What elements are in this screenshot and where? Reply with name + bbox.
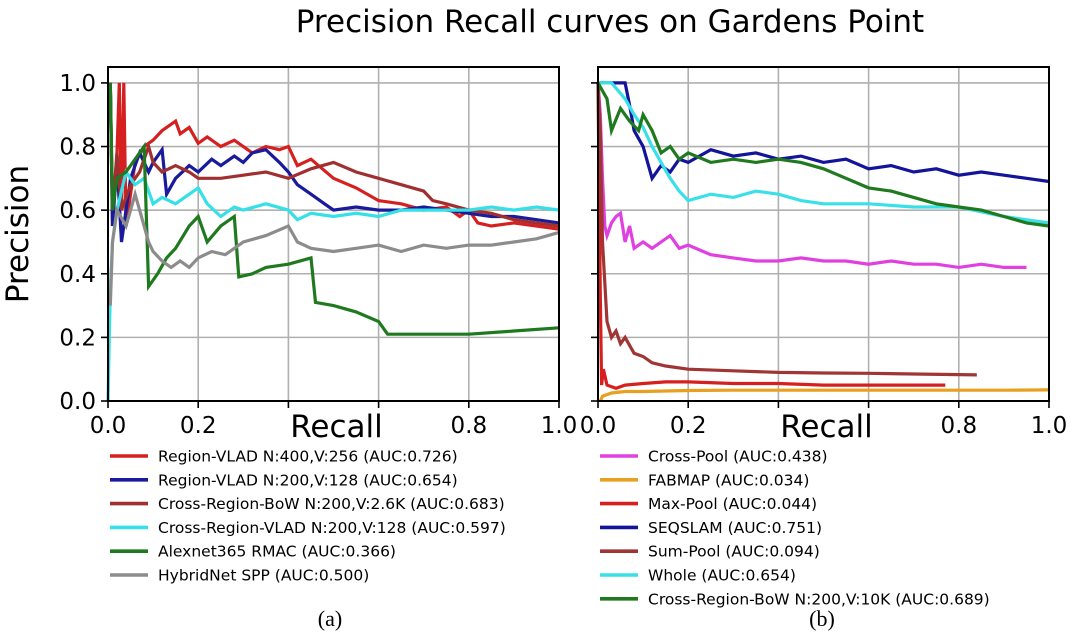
plot-frame	[597, 66, 1050, 402]
panel-b-legend: Cross-Pool (AUC:0.438) FABMAP (AUC:0.034)…	[600, 448, 990, 608]
panel-a-plot: 0.0 0.2 0.8 1.0 0.0 0.2 0.4 0.6 0.8 1.0 Recall Prec…	[0, 66, 578, 445]
legend-label-5: HybridNet SPP (AUC:0.500)	[158, 567, 369, 585]
x-tick-label: 0.2	[180, 413, 217, 439]
legend-label-4: Alexnet365 RMAC (AUC:0.366)	[158, 543, 396, 561]
legend-label-3: Cross-Region-VLAD N:200,V:128 (AUC:0.597…	[158, 519, 506, 537]
x-tick-label: 0.0	[580, 413, 617, 439]
legend-label-1: Region-VLAD N:200,V:128 (AUC:0.654)	[158, 471, 458, 489]
series-line-2	[108, 82, 560, 228]
series-line-5	[598, 81, 1050, 225]
series-line-6	[596, 82, 1050, 228]
plot-frame	[107, 66, 560, 402]
series-line-5	[108, 188, 560, 306]
panel-a-legend: Region-VLAD N:400,V:256 (AUC:0.726) Regio…	[110, 448, 506, 585]
y-tick-label: 0.4	[59, 262, 96, 288]
panel-a-caption: (a)	[318, 606, 342, 631]
series-line-0	[596, 82, 1027, 270]
x-tick-label: 0.2	[670, 413, 707, 439]
series-line-2	[596, 82, 946, 390]
x-tick-label: 1.0	[541, 413, 578, 439]
legend-label-2: Max-Pool (AUC:0.044)	[648, 495, 817, 513]
x-tick-label: 0.8	[941, 413, 978, 439]
y-tick-label: 0.8	[59, 135, 96, 161]
y-tick-label: 1.0	[59, 71, 96, 97]
series-line-3	[598, 81, 1050, 184]
series-line-1	[598, 388, 1050, 402]
legend-label-1: FABMAP (AUC:0.034)	[648, 471, 809, 489]
legend-label-3: SEQSLAM (AUC:0.751)	[648, 519, 822, 537]
panel-b-caption: (b)	[809, 606, 835, 631]
series-line-4	[596, 82, 977, 377]
series-line-4	[108, 82, 560, 336]
legend-label-0: Region-VLAD N:400,V:256 (AUC:0.726)	[158, 448, 458, 466]
legend-label-6: Cross-Region-BoW N:200,V:10K (AUC:0.689)	[648, 590, 990, 608]
y-axis-label: Precision	[0, 165, 36, 303]
panel-b-plot: 0.0 0.2 0.8 1.0 Recall	[580, 66, 1068, 445]
series-line-3	[106, 168, 560, 402]
legend-label-5: Whole (AUC:0.654)	[648, 567, 796, 585]
figure-title: Precision Recall curves on Gardens Point	[296, 4, 924, 40]
x-axis-label: Recall	[290, 409, 383, 445]
x-tick-label: 0.8	[451, 413, 488, 439]
y-tick-label: 0.2	[59, 325, 96, 351]
y-tick-label: 0.6	[59, 198, 96, 224]
y-tick-label: 0.0	[59, 389, 96, 415]
legend-label-0: Cross-Pool (AUC:0.438)	[648, 448, 828, 466]
x-tick-label: 1.0	[1031, 413, 1068, 439]
x-tick-label: 0.0	[90, 413, 127, 439]
legend-label-2: Cross-Region-BoW N:200,V:2.6K (AUC:0.683…	[158, 495, 505, 513]
legend-label-4: Sum-Pool (AUC:0.094)	[648, 543, 820, 561]
x-axis-label: Recall	[780, 409, 873, 445]
